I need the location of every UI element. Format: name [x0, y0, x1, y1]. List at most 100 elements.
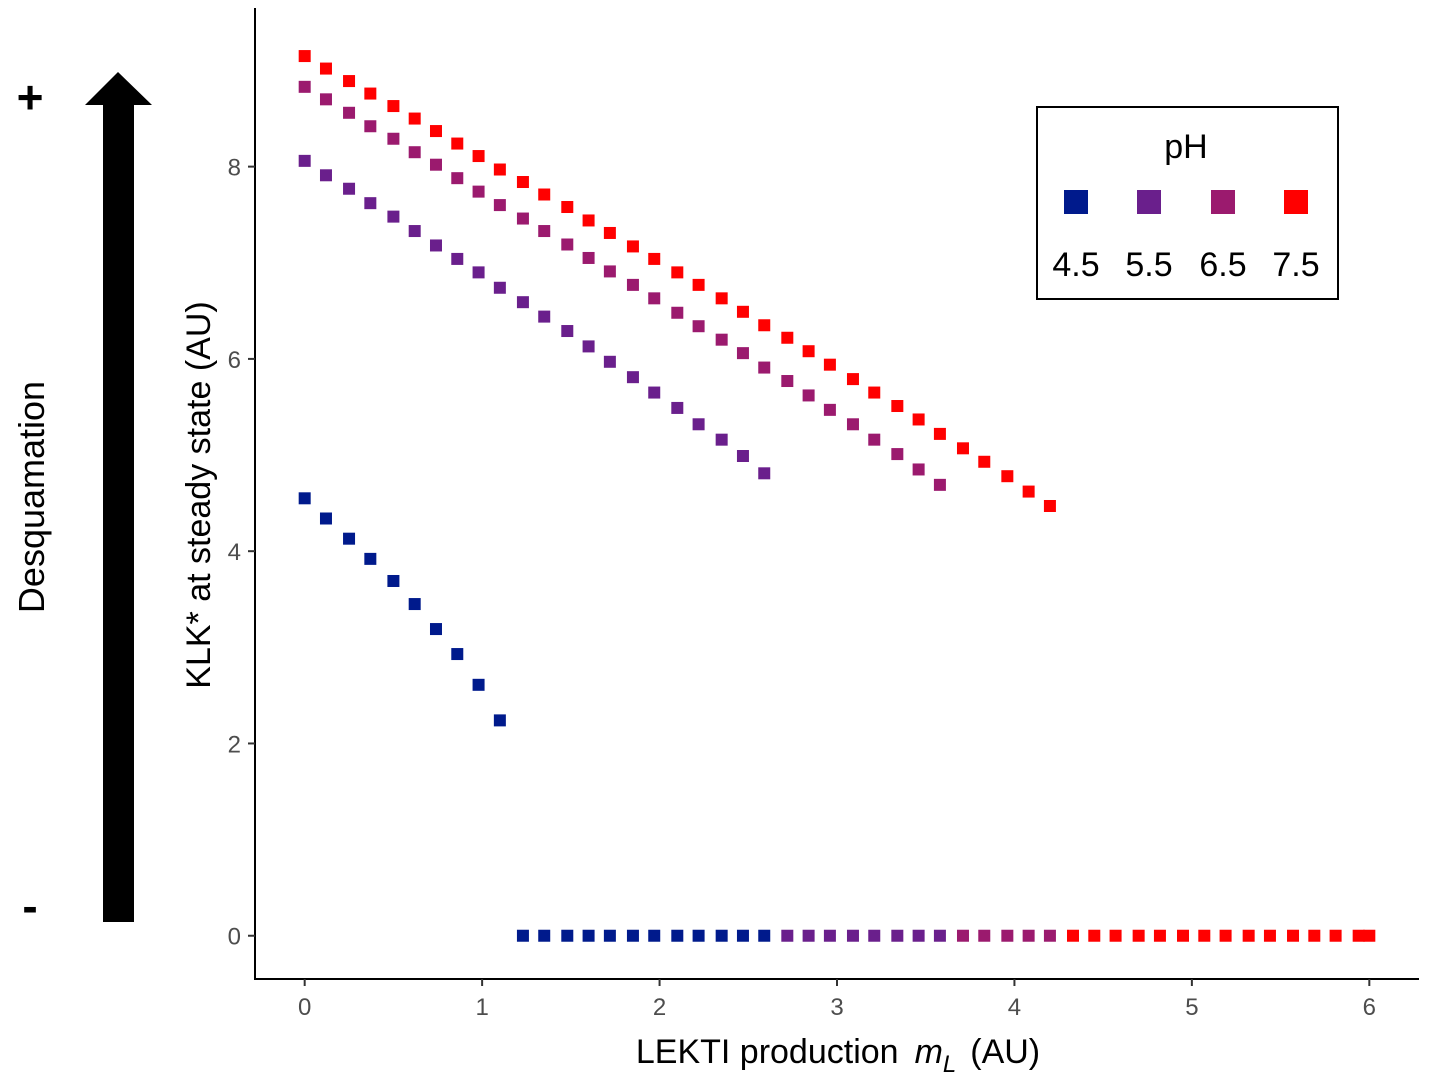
data-point: [451, 172, 464, 185]
data-point-zero: [1329, 929, 1342, 942]
up-arrow-icon: [85, 72, 152, 922]
data-point: [956, 442, 969, 455]
data-point: [387, 210, 400, 223]
data-point: [868, 433, 881, 446]
data-point: [1043, 499, 1056, 512]
data-point-zero: [692, 929, 705, 942]
x-tick-label: 4: [1008, 994, 1021, 1021]
axes: 0 1 2 3 4 5 6 0 2 4 6 8: [228, 8, 1419, 1021]
data-point-zero: [582, 929, 595, 942]
data-point: [1001, 470, 1014, 483]
data-point: [912, 463, 925, 476]
data-point: [516, 212, 529, 225]
data-point: [648, 292, 661, 305]
data-point-zero: [1352, 929, 1365, 942]
data-point: [933, 427, 946, 440]
data-point: [736, 305, 749, 318]
data-point: [364, 120, 377, 133]
data-point-zero: [1088, 929, 1101, 942]
data-point: [364, 552, 377, 565]
data-point: [648, 252, 661, 265]
legend-swatch: [1064, 190, 1088, 214]
data-point: [364, 87, 377, 100]
data-point: [408, 598, 421, 611]
x-axis-title-math-sub: L: [943, 1051, 956, 1078]
legend-label: 6.5: [1199, 246, 1246, 284]
y-tick-label: 8: [228, 155, 241, 182]
data-point-zero: [648, 929, 661, 942]
data-point-zero: [1043, 929, 1056, 942]
data-point: [715, 333, 728, 346]
data-point: [823, 403, 836, 416]
data-point: [298, 50, 311, 63]
data-point: [319, 169, 332, 182]
data-point: [387, 100, 400, 113]
data-point: [387, 574, 400, 587]
y-tick-label: 4: [228, 539, 241, 566]
data-point: [626, 278, 639, 291]
desquamation-annotation: + - Desquamation: [11, 71, 152, 932]
data-point: [493, 281, 506, 294]
y-tick-label: 0: [228, 924, 241, 951]
minus-sign: -: [22, 880, 37, 932]
data-point: [319, 512, 332, 525]
y-tick-label: 6: [228, 347, 241, 374]
data-point: [692, 320, 705, 333]
data-point: [493, 199, 506, 212]
series-4-5: [298, 492, 771, 942]
data-point: [626, 240, 639, 253]
x-tick-label: 2: [653, 994, 666, 1021]
data-point: [781, 331, 794, 344]
data-point: [823, 358, 836, 371]
data-point-zero: [736, 929, 749, 942]
data-point: [692, 278, 705, 291]
data-point: [671, 401, 684, 414]
data-point-zero: [956, 929, 969, 942]
data-point: [472, 185, 485, 198]
data-point-zero: [1287, 929, 1300, 942]
x-tick-label: 0: [298, 994, 311, 1021]
data-point-zero: [823, 929, 836, 942]
data-point: [493, 163, 506, 176]
data-point: [978, 455, 991, 468]
data-point-zero: [1153, 929, 1166, 942]
data-point-zero: [715, 929, 728, 942]
data-point: [538, 310, 551, 323]
data-point-zero: [1177, 929, 1190, 942]
data-point: [561, 201, 574, 214]
data-point-zero: [846, 929, 859, 942]
legend-label: 4.5: [1052, 246, 1099, 284]
data-point-zero: [1308, 929, 1321, 942]
legend-items: 4.5 5.5 6.5 7.5: [1052, 190, 1320, 284]
data-point: [692, 418, 705, 431]
data-point-zero: [912, 929, 925, 942]
legend-label: 5.5: [1125, 246, 1172, 284]
data-point: [451, 137, 464, 150]
y-ticks: 0 2 4 6 8: [228, 155, 255, 951]
data-point: [472, 266, 485, 279]
data-point-zero: [1263, 929, 1276, 942]
data-point: [516, 296, 529, 309]
data-point: [538, 188, 551, 201]
data-point: [891, 400, 904, 413]
data-point: [671, 306, 684, 319]
data-point: [582, 251, 595, 264]
data-point: [343, 106, 356, 119]
legend: pH 4.5 5.5 6.5 7.5: [1036, 106, 1339, 300]
data-point-zero: [978, 929, 991, 942]
data-point: [298, 154, 311, 167]
data-point: [582, 340, 595, 353]
data-points: [298, 50, 1376, 942]
data-point: [648, 386, 661, 399]
data-point: [429, 125, 442, 138]
data-point: [408, 225, 421, 238]
data-point: [1022, 485, 1035, 498]
data-point: [736, 347, 749, 360]
data-point: [758, 467, 771, 480]
data-point-zero: [1132, 929, 1145, 942]
data-point-zero: [802, 929, 815, 942]
data-point: [429, 623, 442, 636]
data-point-zero: [603, 929, 616, 942]
data-point: [298, 492, 311, 505]
data-point-zero: [781, 929, 794, 942]
